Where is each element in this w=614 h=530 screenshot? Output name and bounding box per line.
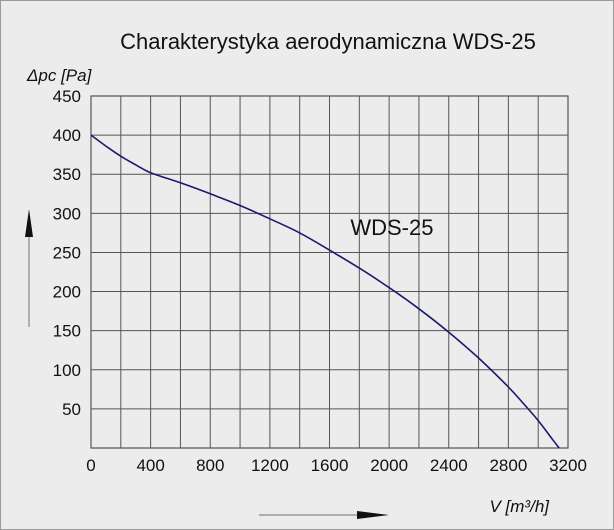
x-tick-label: 2400 [430,456,468,475]
x-tick-label: 3200 [549,456,587,475]
y-tick-label: 150 [53,322,81,341]
x-tick-label: 0 [86,456,95,475]
series-label: WDS-25 [350,215,433,240]
series-line [90,134,560,449]
x-arrow [259,511,389,519]
x-tick-label: 1600 [311,456,349,475]
y-tick-label: 250 [53,243,81,262]
x-tick-label: 2800 [489,456,527,475]
x-tick-label: 2000 [370,456,408,475]
x-axis-label: V [m³/h] [489,497,550,516]
x-tick-label: 800 [196,456,224,475]
tick-labels: 0 400 800 1200 1600 2000 2400 2800 3200 50 100 150 2… [53,87,587,475]
y-tick-label: 400 [53,126,81,145]
y-tick-label: 300 [53,204,81,223]
y-axis-label: Δpc [Pa] [26,66,93,85]
grid [90,95,569,449]
y-tick-label: 450 [53,87,81,106]
x-tick-label: 1200 [251,456,289,475]
series-layer: WDS-25 [90,134,560,449]
y-tick-label: 200 [53,283,81,302]
y-arrow [25,209,33,327]
y-tick-label: 100 [53,361,81,380]
y-tick-label: 50 [62,400,81,419]
chart-title: Charakterystyka aerodynamiczna WDS-25 [120,29,536,54]
x-tick-label: 400 [136,456,164,475]
y-tick-label: 350 [53,165,81,184]
